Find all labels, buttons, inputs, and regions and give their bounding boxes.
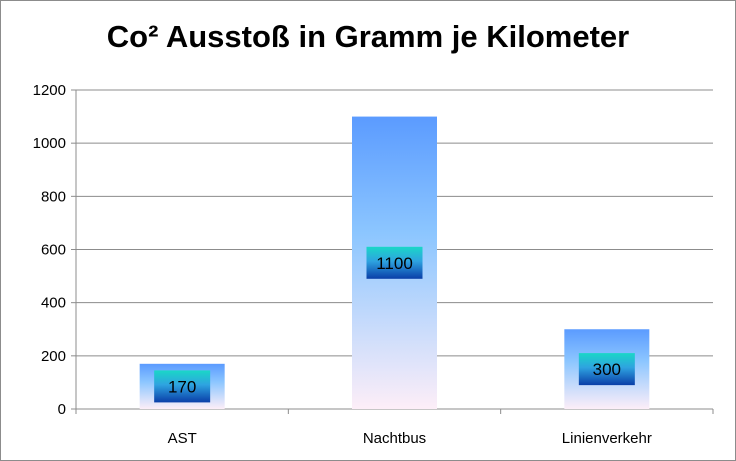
data-label-box bbox=[578, 353, 635, 386]
chart-title: Co² Ausstoß in Gramm je Kilometer bbox=[106, 19, 630, 54]
data-label-box bbox=[154, 370, 211, 403]
y-tick-label: 200 bbox=[41, 348, 66, 365]
y-tick-label: 600 bbox=[41, 242, 66, 259]
data-label: 300 bbox=[593, 360, 621, 379]
data-label: 1100 bbox=[376, 254, 413, 273]
tick-labels: 0 200 400 600 800 1000 1200 AST Nachtbus Linienve… bbox=[33, 82, 652, 447]
x-tick-label: AST bbox=[168, 430, 197, 447]
data-label-box bbox=[366, 246, 423, 279]
data-labels: 170 1100 300 bbox=[154, 246, 635, 403]
y-tick-label: 0 bbox=[58, 401, 66, 418]
y-tick-label: 800 bbox=[41, 188, 66, 205]
data-label: 170 bbox=[168, 377, 196, 396]
y-tick-label: 400 bbox=[41, 295, 66, 312]
y-tick-label: 1200 bbox=[33, 82, 66, 99]
x-tick-label: Linienverkehr bbox=[562, 430, 652, 447]
x-tick-label: Nachtbus bbox=[363, 430, 426, 447]
y-tick-label: 1000 bbox=[33, 135, 66, 152]
